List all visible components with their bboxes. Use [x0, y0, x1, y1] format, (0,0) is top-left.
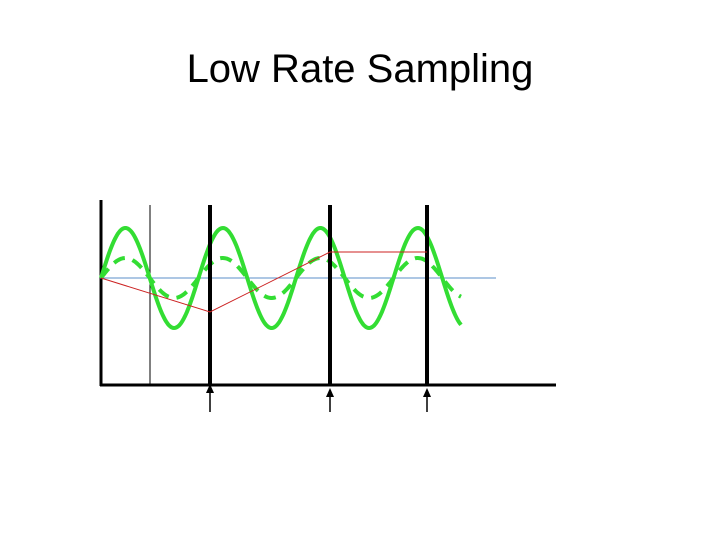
sample-arrow-2: [326, 388, 334, 412]
slide-title: Low Rate Sampling: [186, 47, 534, 91]
sample-arrow-1: [206, 384, 214, 412]
sample-arrow-3: [423, 388, 431, 412]
reconstructed-signal: [100, 251, 427, 313]
aliased-signal-dashed: [99, 256, 462, 300]
high-frequency-signal: [99, 225, 463, 331]
